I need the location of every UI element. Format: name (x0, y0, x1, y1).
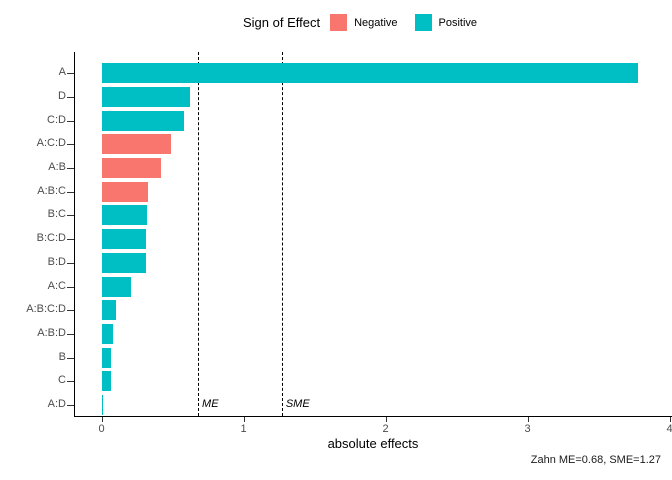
y-axis-tick-A:C:D (67, 144, 74, 145)
y-axis-tick-C:D (67, 121, 74, 122)
x-axis-title: absolute effects (327, 436, 419, 451)
y-axis-label-B:C: B:C (47, 208, 66, 221)
x-axis-tick-0 (101, 417, 103, 422)
y-axis-tick-B:C (67, 215, 74, 216)
bar-A (101, 63, 639, 84)
y-axis-tick-D (67, 97, 74, 98)
y-axis-label-B:D: B:D (47, 255, 66, 268)
y-axis-label-A:D: A:D (47, 397, 66, 410)
y-axis-tick-A:D (67, 405, 74, 406)
y-axis-tick-B:D (67, 263, 74, 264)
legend-swatch-positive-icon (414, 14, 432, 31)
y-axis-tick-A:C (67, 287, 74, 288)
y-axis-label-C: C (58, 374, 66, 387)
legend-label-positive: Positive (438, 16, 478, 29)
refline-label-sme: SME (285, 398, 310, 410)
y-axis-label-B:C:D: B:C:D (36, 232, 66, 245)
bar-B:D (101, 252, 146, 273)
bar-A:C:D (101, 134, 172, 155)
y-axis-label-A:B:D: A:B:D (37, 326, 66, 339)
bar-B (101, 347, 112, 368)
y-axis-tick-A (67, 73, 74, 74)
legend-label-negative: Negative (354, 16, 398, 29)
y-axis-tick-C (67, 381, 74, 382)
bar-A:D (101, 394, 103, 415)
y-axis-label-A: A (58, 66, 66, 79)
x-axis-tick-1 (243, 417, 245, 422)
bar-C (101, 371, 112, 392)
y-axis-label-C:D: C:D (47, 113, 66, 126)
y-axis-label-A:B:C:D: A:B:C:D (26, 303, 66, 316)
y-axis-tick-A:B:D (67, 334, 74, 335)
bar-B:C (101, 205, 147, 226)
x-axis-tick-label-4: 4 (666, 423, 672, 435)
refline-sme (281, 52, 283, 416)
y-axis-label-A:C: A:C (47, 279, 66, 292)
plot-panel: ME SME (74, 52, 672, 417)
bar-B:C:D (101, 229, 146, 250)
x-axis-tick-label-3: 3 (524, 423, 531, 435)
bar-A:B:C (101, 181, 149, 202)
bar-A:B:C:D (101, 300, 116, 321)
bar-C:D (101, 110, 184, 131)
y-axis-tick-A:B (67, 168, 74, 169)
y-axis-label-B: B (58, 350, 66, 363)
y-axis-label-A:C:D: A:C:D (36, 137, 66, 150)
plot-caption: Zahn ME=0.68, SME=1.27 (530, 454, 661, 466)
x-axis-tick-label-2: 2 (382, 423, 389, 435)
bar-A:B (101, 158, 162, 179)
bar-A:C (101, 276, 132, 297)
refline-label-me: ME (202, 398, 219, 410)
legend-swatch-negative-icon (330, 14, 348, 31)
x-axis-tick-label-0: 0 (98, 423, 105, 435)
y-axis-tick-A:B:C:D (67, 310, 74, 311)
y-axis-label-D: D (58, 89, 66, 102)
x-axis-tick-3 (527, 417, 529, 422)
x-axis-tick-2 (385, 417, 387, 422)
y-axis-tick-A:B:C (67, 192, 74, 193)
legend: Sign of Effect Negative Positive (243, 13, 494, 32)
x-axis-tick-4 (669, 417, 671, 422)
bar-D (101, 86, 190, 107)
y-axis-label-A:B: A:B (48, 161, 66, 174)
legend-title: Sign of Effect (243, 15, 321, 30)
x-axis-tick-label-1: 1 (240, 423, 247, 435)
y-axis-label-A:B:C: A:B:C (37, 184, 66, 197)
refline-me (198, 52, 200, 416)
bar-A:B:D (101, 323, 113, 344)
y-axis-tick-B (67, 358, 74, 359)
y-axis-tick-B:C:D (67, 239, 74, 240)
